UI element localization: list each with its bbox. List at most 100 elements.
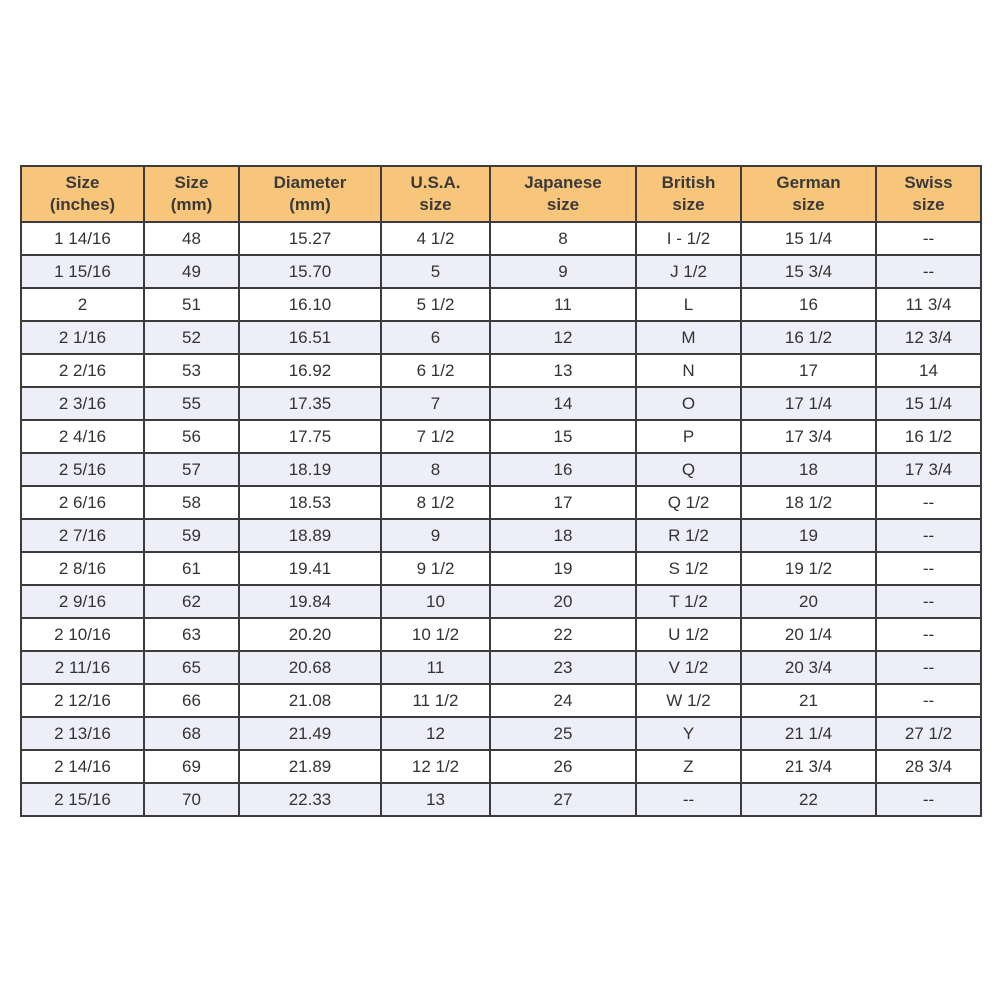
cell-british-size: Z <box>635 749 742 784</box>
header-line: Swiss <box>904 173 953 192</box>
cell-british-size: S 1/2 <box>635 551 742 586</box>
cell-swiss-size: -- <box>875 617 982 652</box>
cell-usa-size: 8 <box>380 452 491 487</box>
cell-british-size: N <box>635 353 742 388</box>
cell-japanese-size: 12 <box>489 320 637 355</box>
cell-british-size: U 1/2 <box>635 617 742 652</box>
cell-usa-size: 7 <box>380 386 491 421</box>
table-row: 2 4/16 56 17.75 7 1/2 15 P 17 3/4 16 1/2 <box>20 419 982 454</box>
cell-usa-size: 11 1/2 <box>380 683 491 718</box>
cell-swiss-size: 12 3/4 <box>875 320 982 355</box>
column-header-size-mm: Size (mm) <box>143 165 240 223</box>
cell-british-size: W 1/2 <box>635 683 742 718</box>
cell-japanese-size: 24 <box>489 683 637 718</box>
cell-german-size: 18 <box>740 452 877 487</box>
table-row: 2 15/16 70 22.33 13 27 -- 22 -- <box>20 782 982 817</box>
cell-usa-size: 4 1/2 <box>380 221 491 256</box>
header-line: U.S.A. <box>410 173 461 192</box>
cell-swiss-size: 14 <box>875 353 982 388</box>
column-header-diameter-mm: Diameter (mm) <box>238 165 382 223</box>
table-row: 2 5/16 57 18.19 8 16 Q 18 17 3/4 <box>20 452 982 487</box>
cell-size-inches: 2 15/16 <box>20 782 145 817</box>
cell-japanese-size: 18 <box>489 518 637 553</box>
cell-size-mm: 49 <box>143 254 240 289</box>
cell-japanese-size: 8 <box>489 221 637 256</box>
cell-diameter-mm: 19.84 <box>238 584 382 619</box>
cell-size-inches: 2 11/16 <box>20 650 145 685</box>
table-row: 2 2/16 53 16.92 6 1/2 13 N 17 14 <box>20 353 982 388</box>
cell-size-mm: 61 <box>143 551 240 586</box>
cell-diameter-mm: 15.70 <box>238 254 382 289</box>
table-row: 2 11/16 65 20.68 11 23 V 1/2 20 3/4 -- <box>20 650 982 685</box>
cell-german-size: 18 1/2 <box>740 485 877 520</box>
column-header-japanese-size: Japanese size <box>489 165 637 223</box>
ring-size-table: Size (inches) Size (mm) Diameter (mm) U.S.A. si… <box>20 165 982 817</box>
cell-british-size: -- <box>635 782 742 817</box>
cell-size-mm: 62 <box>143 584 240 619</box>
table-row: 2 12/16 66 21.08 11 1/2 24 W 1/2 21 -- <box>20 683 982 718</box>
cell-german-size: 17 3/4 <box>740 419 877 454</box>
cell-japanese-size: 19 <box>489 551 637 586</box>
table-row: 2 8/16 61 19.41 9 1/2 19 S 1/2 19 1/2 -- <box>20 551 982 586</box>
cell-japanese-size: 20 <box>489 584 637 619</box>
header-line: Size <box>174 173 209 192</box>
cell-size-inches: 2 1/16 <box>20 320 145 355</box>
cell-german-size: 21 <box>740 683 877 718</box>
cell-size-inches: 2 7/16 <box>20 518 145 553</box>
cell-japanese-size: 15 <box>489 419 637 454</box>
cell-british-size: T 1/2 <box>635 584 742 619</box>
column-header-swiss-size: Swiss size <box>875 165 982 223</box>
cell-size-mm: 57 <box>143 452 240 487</box>
cell-diameter-mm: 15.27 <box>238 221 382 256</box>
cell-size-mm: 55 <box>143 386 240 421</box>
cell-diameter-mm: 20.20 <box>238 617 382 652</box>
cell-diameter-mm: 16.10 <box>238 287 382 322</box>
cell-diameter-mm: 22.33 <box>238 782 382 817</box>
cell-german-size: 20 <box>740 584 877 619</box>
table-row: 2 9/16 62 19.84 10 20 T 1/2 20 -- <box>20 584 982 619</box>
header-line: (mm) <box>170 195 213 214</box>
header-line: size <box>419 195 452 214</box>
header-line: size <box>792 195 825 214</box>
cell-japanese-size: 9 <box>489 254 637 289</box>
cell-japanese-size: 26 <box>489 749 637 784</box>
cell-swiss-size: 11 3/4 <box>875 287 982 322</box>
cell-size-inches: 2 5/16 <box>20 452 145 487</box>
header-row: Size (inches) Size (mm) Diameter (mm) U.S.A. si… <box>20 165 982 223</box>
header-line: German <box>776 173 841 192</box>
cell-german-size: 19 1/2 <box>740 551 877 586</box>
cell-british-size: M <box>635 320 742 355</box>
column-header-british-size: British size <box>635 165 742 223</box>
cell-japanese-size: 11 <box>489 287 637 322</box>
cell-british-size: L <box>635 287 742 322</box>
cell-german-size: 15 1/4 <box>740 221 877 256</box>
cell-british-size: Q <box>635 452 742 487</box>
cell-size-mm: 48 <box>143 221 240 256</box>
cell-german-size: 22 <box>740 782 877 817</box>
header-line: Japanese <box>524 173 602 192</box>
cell-size-mm: 53 <box>143 353 240 388</box>
cell-size-mm: 66 <box>143 683 240 718</box>
cell-german-size: 19 <box>740 518 877 553</box>
cell-japanese-size: 25 <box>489 716 637 751</box>
cell-diameter-mm: 19.41 <box>238 551 382 586</box>
cell-usa-size: 5 1/2 <box>380 287 491 322</box>
cell-size-inches: 2 6/16 <box>20 485 145 520</box>
cell-diameter-mm: 16.51 <box>238 320 382 355</box>
table-row: 2 13/16 68 21.49 12 25 Y 21 1/4 27 1/2 <box>20 716 982 751</box>
cell-swiss-size: -- <box>875 221 982 256</box>
table-row: 2 6/16 58 18.53 8 1/2 17 Q 1/2 18 1/2 -- <box>20 485 982 520</box>
cell-german-size: 16 <box>740 287 877 322</box>
cell-size-inches: 2 2/16 <box>20 353 145 388</box>
cell-swiss-size: -- <box>875 551 982 586</box>
cell-british-size: V 1/2 <box>635 650 742 685</box>
table-row: 1 15/16 49 15.70 5 9 J 1/2 15 3/4 -- <box>20 254 982 289</box>
cell-swiss-size: 16 1/2 <box>875 419 982 454</box>
cell-size-inches: 2 4/16 <box>20 419 145 454</box>
header-line: (inches) <box>49 195 116 214</box>
cell-size-inches: 2 3/16 <box>20 386 145 421</box>
cell-diameter-mm: 20.68 <box>238 650 382 685</box>
cell-british-size: I - 1/2 <box>635 221 742 256</box>
cell-diameter-mm: 21.08 <box>238 683 382 718</box>
cell-japanese-size: 22 <box>489 617 637 652</box>
